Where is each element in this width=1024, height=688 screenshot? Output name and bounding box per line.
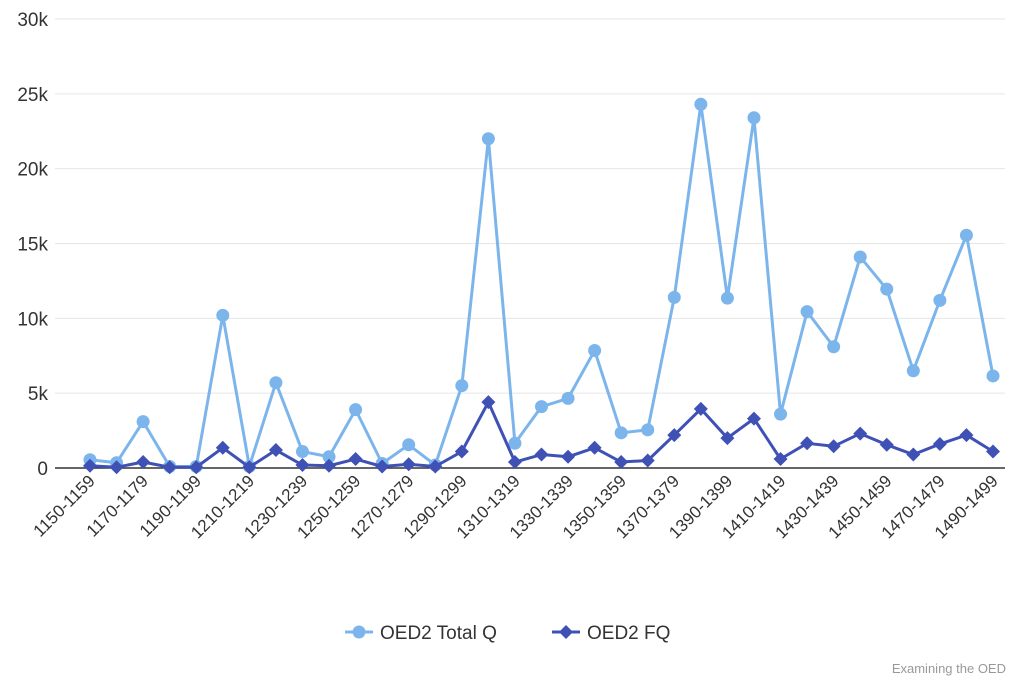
data-point xyxy=(508,436,522,450)
data-point xyxy=(720,431,735,446)
series-oed2-total-q xyxy=(83,97,1000,474)
data-point xyxy=(774,407,788,421)
data-point xyxy=(136,455,151,470)
legend: OED2 Total Q OED2 FQ xyxy=(345,623,670,644)
data-point xyxy=(959,228,973,242)
data-point xyxy=(933,293,947,307)
x-axis: 1150-11591170-11791190-11991210-12191230… xyxy=(30,471,1002,542)
data-point xyxy=(800,436,815,451)
series-oed2-fq xyxy=(83,395,1000,475)
data-point xyxy=(667,290,681,304)
data-point xyxy=(853,250,867,264)
data-point xyxy=(215,440,230,455)
data-point xyxy=(906,447,921,462)
data-point xyxy=(588,344,602,358)
legend-marker xyxy=(559,625,573,639)
data-point xyxy=(269,376,283,390)
data-point xyxy=(880,282,894,296)
data-point xyxy=(322,450,336,464)
data-point xyxy=(667,428,682,443)
y-tick-label: 10k xyxy=(17,309,48,330)
data-point xyxy=(481,395,496,410)
legend-item[interactable]: OED2 FQ xyxy=(552,623,670,644)
series-group xyxy=(83,97,1000,475)
data-point xyxy=(746,411,761,426)
legend-label: OED2 Total Q xyxy=(380,623,497,644)
data-point xyxy=(614,426,628,440)
data-point xyxy=(454,444,469,459)
data-point xyxy=(561,449,576,464)
data-point xyxy=(268,443,283,458)
y-tick-label: 0 xyxy=(37,459,48,480)
data-point xyxy=(507,455,522,470)
data-point xyxy=(853,426,868,441)
legend-marker xyxy=(352,625,366,639)
data-point xyxy=(216,308,230,322)
data-point xyxy=(109,460,124,475)
data-point xyxy=(641,423,655,437)
data-point xyxy=(402,438,416,452)
data-point xyxy=(614,455,629,470)
data-point xyxy=(535,400,548,414)
legend-label: OED2 FQ xyxy=(587,623,670,644)
chart-credit[interactable]: Examining the OED xyxy=(892,661,1006,676)
data-point xyxy=(428,459,443,474)
data-point xyxy=(773,452,788,467)
data-point xyxy=(694,97,708,111)
data-point xyxy=(800,305,814,319)
data-point xyxy=(136,415,150,429)
data-point xyxy=(879,437,894,452)
data-point xyxy=(932,437,947,452)
data-point xyxy=(587,440,602,455)
grid-lines xyxy=(55,18,1005,394)
y-tick-label: 15k xyxy=(17,235,48,256)
data-point xyxy=(455,379,469,393)
data-point xyxy=(322,458,337,473)
data-point xyxy=(640,453,655,468)
data-point xyxy=(348,452,363,467)
data-point xyxy=(986,369,1000,383)
y-tick-label: 25k xyxy=(17,85,48,106)
data-point xyxy=(720,291,734,305)
data-point xyxy=(189,460,204,475)
data-point xyxy=(747,111,761,125)
y-tick-label: 20k xyxy=(17,160,48,181)
data-point xyxy=(295,458,310,473)
data-point xyxy=(534,447,549,462)
data-point xyxy=(242,460,257,475)
y-tick-label: 5k xyxy=(28,384,49,405)
data-point xyxy=(826,439,841,454)
legend-item[interactable]: OED2 Total Q xyxy=(345,623,497,644)
data-point xyxy=(959,428,974,443)
data-point xyxy=(375,459,390,474)
y-tick-label: 30k xyxy=(17,10,48,31)
data-point xyxy=(162,460,177,475)
data-point xyxy=(401,457,416,472)
data-point xyxy=(693,401,708,416)
data-point xyxy=(83,458,97,473)
data-point xyxy=(986,444,1000,459)
y-axis: 0 5k 10k 15k 20k 25k 30k xyxy=(17,10,48,480)
data-point xyxy=(481,132,495,146)
data-point xyxy=(906,364,920,378)
data-point xyxy=(561,391,575,405)
data-point xyxy=(349,403,363,417)
data-point xyxy=(295,445,309,459)
data-point xyxy=(827,340,841,354)
